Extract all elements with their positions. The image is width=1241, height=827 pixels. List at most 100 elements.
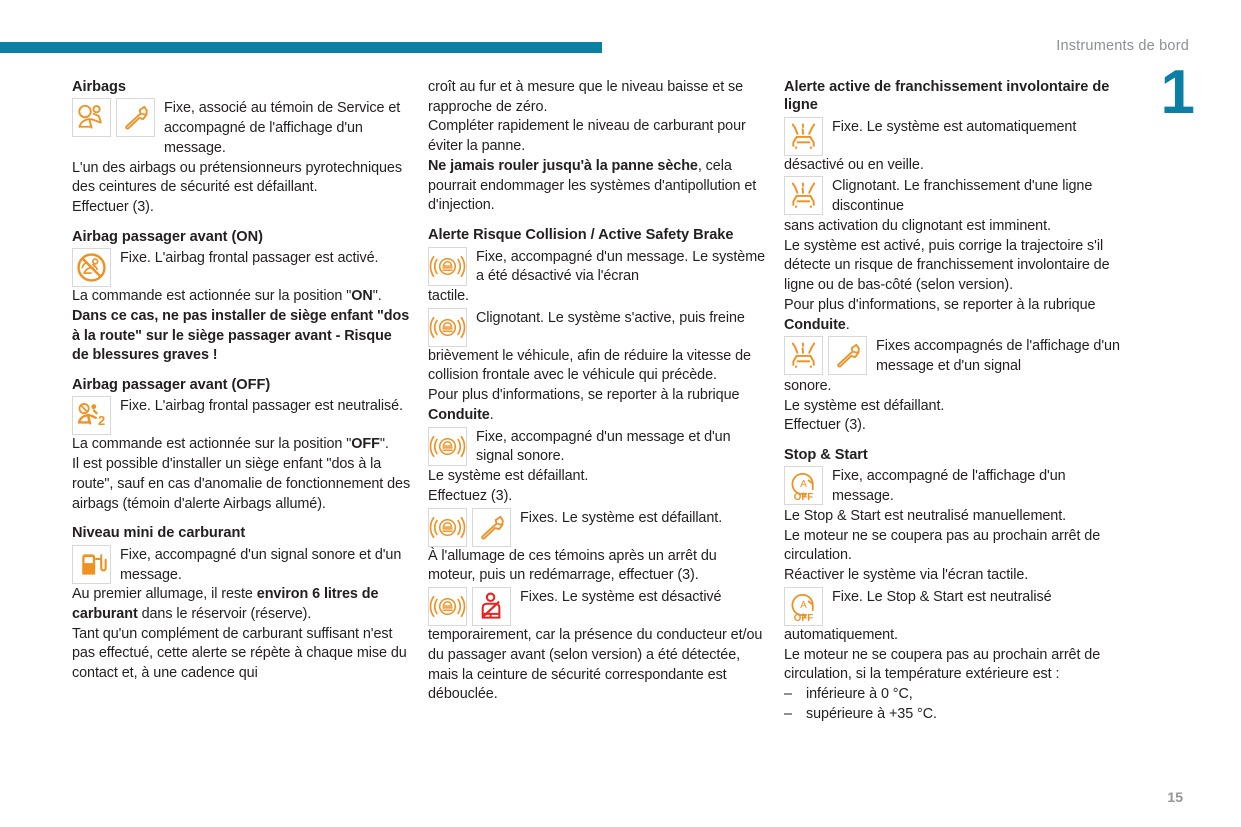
telltale-entry: Fixe, accompagné d'un signal sonore et d… xyxy=(72,544,411,585)
lane-departure-icon xyxy=(784,116,823,156)
body-paragraph: L'un des airbags ou prétensionneurs pyro… xyxy=(72,159,402,196)
section-heading: Niveau mini de carburant xyxy=(72,525,246,542)
body-paragraph: Effectuer (3). xyxy=(784,417,866,434)
svg-text:OFF: OFF xyxy=(794,613,813,624)
telltale-icon-group xyxy=(72,544,111,584)
column-3: Alerte active de franchissement involont… xyxy=(784,78,1140,724)
page-columns: Airbags Fixe, associé au témoin de Servi… xyxy=(72,78,1172,724)
telltale-entry: Fixe. Le système est automatiquement xyxy=(784,116,1123,156)
body-paragraph: sonore. xyxy=(784,377,832,394)
telltale-description: Fixes. Le système est désactivé xyxy=(520,589,722,606)
telltale-icon-group xyxy=(428,246,467,286)
body-paragraph: Le système est défaillant. xyxy=(428,468,589,485)
telltale-description: Fixe, accompagné de l'affichage d'un mes… xyxy=(832,468,1066,505)
telltale-icon-group: A OFF xyxy=(784,466,823,506)
telltale-entry: Fixes. Le système est défaillant. xyxy=(428,507,767,547)
body-paragraph: temporairement, car la présence du condu… xyxy=(428,627,763,703)
column-2: croît au fur et à mesure que le niveau b… xyxy=(428,78,784,724)
text-run: La commande est actionnée sur la positio… xyxy=(72,288,352,305)
warning-paragraph: Dans ce cas, ne pas installer de siège e… xyxy=(72,307,410,364)
body-paragraph: La commande est actionnée sur la positio… xyxy=(72,287,411,307)
section-heading: Alerte Risque Collision / Active Safety … xyxy=(428,227,734,244)
text-run: dans le réservoir (réserve). xyxy=(137,605,312,622)
svg-text:2: 2 xyxy=(98,413,105,428)
body-paragraph: La commande est actionnée sur la positio… xyxy=(72,435,411,455)
text-run: La commande est actionnée sur la positio… xyxy=(72,436,352,453)
telltale-icon-group xyxy=(428,587,511,627)
body-paragraph: croît au fur et à mesure que le niveau b… xyxy=(428,79,744,115)
telltale-icon-group xyxy=(428,307,467,347)
body-paragraph: À l'allumage de ces témoins après un arr… xyxy=(428,547,717,584)
body-paragraph: sans activation du clignotant est immine… xyxy=(784,217,1051,234)
telltale-entry: Fixes. Le système est désactivé xyxy=(428,587,767,627)
airbag-passenger-on-icon xyxy=(72,248,111,288)
section-heading: Airbags xyxy=(72,79,126,95)
body-paragraph: désactivé ou en veille. xyxy=(784,156,924,173)
page-number: 15 xyxy=(1167,789,1183,805)
list-item: inférieure à 0 °C, xyxy=(784,685,1123,705)
service-wrench-icon xyxy=(116,98,155,138)
service-wrench-icon xyxy=(828,336,867,376)
emphasis-run: environ 6 litres de carburant xyxy=(72,586,379,622)
telltale-entry: Clignotant. Le système s'active, puis fr… xyxy=(428,307,767,347)
telltale-description: Clignotant. Le franchissement d'une lign… xyxy=(832,178,1093,215)
text-run: Pour plus d'informations, se reporter à … xyxy=(428,387,740,404)
text-run: ". xyxy=(379,436,389,453)
telltale-entry: Fixe, associé au témoin de Service et ac… xyxy=(72,98,411,158)
running-title: Instruments de bord xyxy=(1056,38,1189,54)
body-paragraph: Le système est défaillant. xyxy=(784,397,945,414)
svg-text:A: A xyxy=(800,600,807,611)
body-paragraph: Le Stop & Start est neutralisé manuellem… xyxy=(784,507,1067,524)
body-paragraph: Le moteur ne se coupera pas au prochain … xyxy=(784,646,1101,683)
telltale-icon-group xyxy=(428,507,511,547)
collision-risk-icon xyxy=(428,307,467,347)
emphasis-run: ON xyxy=(351,288,373,305)
body-paragraph: Tant qu'un complément de carburant suffi… xyxy=(72,625,407,682)
body-paragraph: Il est possible d'installer un siège enf… xyxy=(72,456,411,512)
section-heading: Airbag passager avant (OFF) xyxy=(72,377,271,394)
column-1: Airbags Fixe, associé au témoin de Servi… xyxy=(72,78,428,724)
text-run: . xyxy=(489,406,494,423)
telltale-entry: Fixe, accompagné d'un message. Le systèm… xyxy=(428,246,767,287)
collision-risk-icon xyxy=(428,587,467,627)
body-paragraph: tactile. xyxy=(428,287,469,304)
body-paragraph: Pour plus d'informations, se reporter à … xyxy=(784,296,1123,335)
stop-start-off-icon: A OFF xyxy=(784,466,823,506)
body-paragraph: Réactiver le système via l'écran tactile… xyxy=(784,567,1029,584)
text-run: . xyxy=(845,316,850,333)
telltale-description: Fixe. Le Stop & Start est neutralisé xyxy=(832,588,1052,605)
service-wrench-icon xyxy=(472,507,511,547)
telltale-description: Fixes. Le système est défaillant. xyxy=(520,509,723,526)
telltale-description: Fixe. L'airbag frontal passager est neut… xyxy=(120,398,403,415)
telltale-icon-group xyxy=(72,98,155,138)
stop-start-off-icon: A OFF xyxy=(784,586,823,626)
telltale-icon-group xyxy=(72,248,111,288)
emphasis-run: OFF xyxy=(351,436,380,453)
telltale-icon-group xyxy=(784,176,823,216)
text-run: ". xyxy=(372,288,382,305)
body-paragraph: Effectuer (3). xyxy=(72,199,154,216)
telltale-description: Fixe. Le système est automatiquement xyxy=(832,118,1077,135)
telltale-description: Fixe, accompagné d'un message et d'un si… xyxy=(476,428,731,465)
telltale-entry: A OFF Fixe, accompagné de l'affichage d'… xyxy=(784,466,1123,506)
telltale-description: Fixes accompagnés de l'affichage d'un me… xyxy=(876,338,1120,375)
emphasis-run: Conduite xyxy=(784,316,846,333)
airbag-telltale-icon xyxy=(72,98,111,138)
section-heading: Stop & Start xyxy=(784,447,868,464)
body-paragraph: Au premier allumage, il reste environ 6 … xyxy=(72,585,411,624)
emphasis-run: Ne jamais rouler jusqu'à la panne sèche xyxy=(428,157,698,174)
collision-risk-icon xyxy=(428,426,467,466)
telltale-entry: A OFF Fixe. Le Stop & Start est neutrali… xyxy=(784,586,1123,626)
text-run: , cela pourrait endommager les systèmes … xyxy=(428,157,757,214)
list-item: supérieure à +35 °C. xyxy=(784,705,1123,725)
collision-risk-icon xyxy=(428,507,467,547)
telltale-description: Fixe. L'airbag frontal passager est acti… xyxy=(120,250,379,267)
body-paragraph: brièvement le véhicule, afin de réduire … xyxy=(428,347,751,384)
header-accent-bar xyxy=(0,42,602,53)
telltale-description: Fixe, accompagné d'un signal sonore et d… xyxy=(120,546,402,583)
body-paragraph: Le système est activé, puis corrige la t… xyxy=(784,237,1110,294)
collision-risk-icon xyxy=(428,246,467,286)
telltale-icon-group xyxy=(784,116,823,156)
text-run: Au premier allumage, il reste xyxy=(72,586,257,603)
text-run: Pour plus d'informations, se reporter à … xyxy=(784,296,1096,313)
